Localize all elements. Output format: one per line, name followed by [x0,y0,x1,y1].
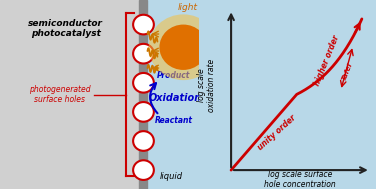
Text: semiconductor
photocatalyst: semiconductor photocatalyst [28,19,103,38]
Text: Oxidation: Oxidation [149,93,202,103]
Text: higher order: higher order [312,34,341,87]
Circle shape [133,44,154,64]
Circle shape [133,160,154,180]
Bar [139,0,147,189]
Bar [144,0,199,189]
Circle shape [149,14,218,80]
Text: log scale surface
hole concentration: log scale surface hole concentration [264,170,336,189]
Text: log scale
oxidation rate: log scale oxidation rate [197,58,216,112]
Circle shape [133,73,154,93]
Bar [0,0,144,189]
Text: photogenerated
surface holes: photogenerated surface holes [29,85,91,104]
Circle shape [133,131,154,151]
Text: liquid: liquid [160,172,183,181]
Text: Reactant: Reactant [155,116,193,125]
Text: Tafel: Tafel [341,62,354,82]
Text: Product: Product [157,71,190,80]
Text: unity order: unity order [256,113,298,152]
Circle shape [133,102,154,122]
Text: light: light [177,3,197,12]
Circle shape [133,15,154,34]
Circle shape [159,25,207,70]
